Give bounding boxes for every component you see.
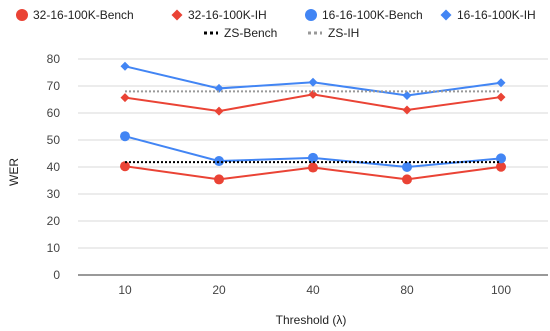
legend-item-16-16-100k-bench: 16-16-100K-Bench [305,8,423,22]
data-point [308,77,318,87]
y-tick-label: 10 [47,241,61,255]
legend-item-16-16-100k-ih: 16-16-100K-IH [440,8,536,22]
legend-label: 16-16-100K-IH [457,8,536,22]
y-tick-label: 30 [47,187,61,201]
data-point [496,161,506,172]
y-tick-label: 0 [53,268,60,282]
legend-label: 16-16-100K-Bench [322,8,423,22]
data-point [308,162,318,173]
y-tick-label: 40 [47,160,61,174]
data-point [402,174,412,185]
y-tick-label: 80 [47,52,61,66]
x-tick-label: 40 [306,283,320,297]
legend-circle-marker [305,9,317,21]
x-tick-label: 80 [400,283,414,297]
x-axis-title: Threshold (λ) [276,313,347,327]
legend-label: ZS-Bench [224,26,277,40]
data-point [214,156,224,167]
data-point [120,161,130,172]
y-tick-label: 70 [47,79,61,93]
data-point [308,152,318,163]
legend-label: ZS-IH [328,26,359,40]
y-tick-label: 60 [47,106,61,120]
y-tick-label: 20 [47,214,61,228]
legend-diamond-marker [440,9,452,21]
y-tick-labels: 0 10 20 30 40 50 60 70 80 [47,52,61,282]
legend-label: 32-16-100K-Bench [33,8,134,22]
legend-item-zs-bench: ZS-Bench [204,26,277,40]
data-point [496,153,506,164]
data-point [496,92,506,102]
legend-item-zs-ih: ZS-IH [308,26,359,40]
data-point [120,61,130,71]
series-16-16-100k-bench [120,131,506,172]
series-32-16-100k-ih [120,89,506,116]
series-32-16-100k-bench [120,161,506,185]
legend-item-32-16-100k-bench: 32-16-100K-Bench [16,8,134,22]
x-tick-label: 10 [118,283,132,297]
legend-item-32-16-100k-ih: 32-16-100K-IH [171,8,267,22]
x-tick-label: 20 [212,283,226,297]
data-point [402,90,412,100]
data-point [120,131,130,142]
y-tick-label: 50 [47,133,61,147]
data-point [402,162,412,172]
data-point [214,106,224,116]
data-point [214,174,224,185]
legend-label: 32-16-100K-IH [188,8,267,22]
x-tick-labels: 10 20 40 80 100 [118,283,511,297]
x-tick-label: 100 [491,283,511,297]
legend-diamond-marker [171,9,183,21]
data-point [496,78,506,88]
data-point [120,93,130,103]
y-axis-title: WER [7,158,21,186]
legend: 32-16-100K-Bench 32-16-100K-IH 16-16-100K-… [16,8,536,40]
data-point [402,105,412,115]
legend-circle-marker [16,9,28,21]
series-lines [120,61,506,185]
gridlines [78,58,548,276]
